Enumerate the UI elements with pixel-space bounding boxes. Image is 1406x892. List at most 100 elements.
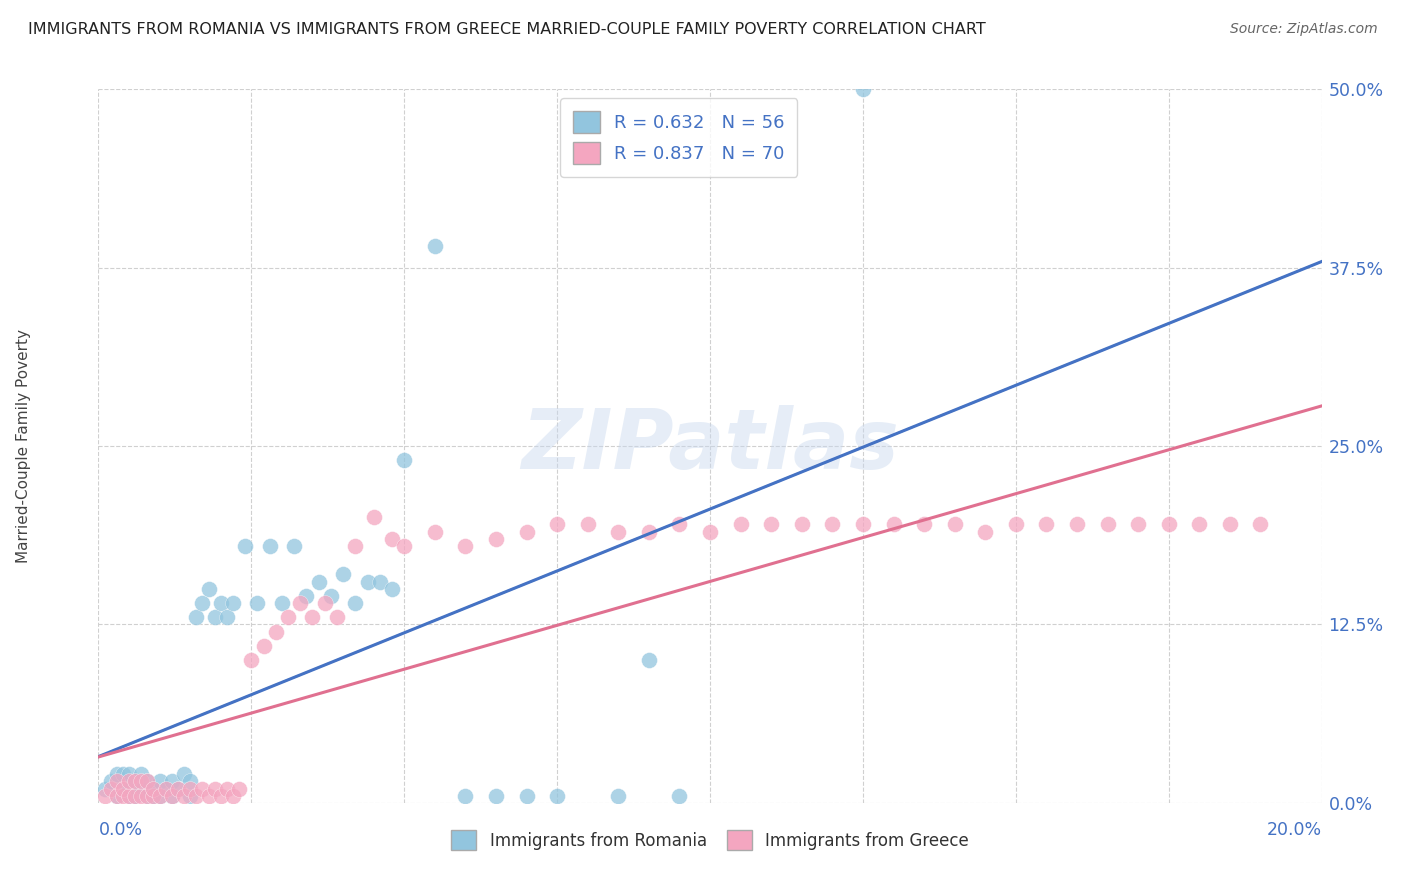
Text: IMMIGRANTS FROM ROMANIA VS IMMIGRANTS FROM GREECE MARRIED-COUPLE FAMILY POVERTY : IMMIGRANTS FROM ROMANIA VS IMMIGRANTS FR… (28, 22, 986, 37)
Point (191, 781, 214, 796)
Point (363, 510, 385, 524)
Legend: Immigrants from Romania, Immigrants from Greece: Immigrants from Romania, Immigrants from… (443, 822, 977, 859)
Point (790, 517, 813, 532)
Point (259, 539, 281, 553)
Point (246, 596, 269, 610)
Point (730, 517, 752, 532)
Point (974, 524, 997, 539)
Text: 20.0%: 20.0% (1267, 821, 1322, 838)
Point (118, 767, 141, 781)
Point (93, 781, 115, 796)
Point (852, 82, 875, 96)
Point (111, 781, 134, 796)
Point (368, 574, 391, 589)
Point (576, 517, 599, 532)
Point (191, 596, 214, 610)
Point (204, 781, 226, 796)
Point (607, 789, 630, 803)
Point (136, 774, 159, 789)
Point (1188, 517, 1211, 532)
Point (136, 789, 159, 803)
Point (197, 582, 219, 596)
Point (240, 653, 263, 667)
Point (332, 567, 354, 582)
Point (381, 582, 404, 596)
Point (1066, 517, 1088, 532)
Point (326, 610, 349, 624)
Point (179, 789, 201, 803)
Text: Source: ZipAtlas.com: Source: ZipAtlas.com (1230, 22, 1378, 37)
Point (215, 610, 238, 624)
Point (668, 517, 690, 532)
Point (129, 767, 152, 781)
Point (124, 774, 146, 789)
Point (883, 517, 905, 532)
Point (118, 781, 141, 796)
Point (1004, 517, 1026, 532)
Point (142, 789, 165, 803)
Point (111, 767, 134, 781)
Point (485, 789, 508, 803)
Point (105, 789, 128, 803)
Point (943, 517, 966, 532)
Point (356, 574, 378, 589)
Point (124, 774, 146, 789)
Point (344, 596, 367, 610)
Point (392, 453, 416, 467)
Point (111, 781, 134, 796)
Text: ZIPatlas: ZIPatlas (522, 406, 898, 486)
Point (136, 789, 159, 803)
Point (204, 610, 226, 624)
Point (124, 789, 146, 803)
Point (423, 239, 446, 253)
Point (546, 789, 568, 803)
Point (173, 767, 195, 781)
Point (173, 789, 195, 803)
Point (233, 539, 256, 553)
Point (118, 789, 141, 803)
Point (142, 781, 165, 796)
Point (290, 596, 312, 610)
Point (270, 596, 292, 610)
Point (111, 789, 134, 803)
Point (516, 524, 538, 539)
Point (179, 774, 201, 789)
Point (423, 524, 446, 539)
Point (222, 789, 245, 803)
Point (1249, 517, 1271, 532)
Point (295, 589, 318, 603)
Point (209, 789, 232, 803)
Point (124, 789, 146, 803)
Point (264, 624, 287, 639)
Point (100, 774, 122, 789)
Point (100, 781, 122, 796)
Point (668, 789, 690, 803)
Point (209, 596, 232, 610)
Point (1035, 517, 1057, 532)
Text: 0.0%: 0.0% (98, 821, 142, 838)
Point (142, 789, 165, 803)
Point (308, 574, 330, 589)
Point (516, 789, 538, 803)
Point (392, 539, 416, 553)
Point (607, 524, 630, 539)
Point (277, 610, 299, 624)
Point (155, 781, 177, 796)
Point (1157, 517, 1180, 532)
Point (699, 524, 721, 539)
Point (546, 517, 568, 532)
Point (129, 774, 152, 789)
Point (215, 781, 238, 796)
Point (142, 781, 165, 796)
Point (118, 789, 141, 803)
Point (1219, 517, 1241, 532)
Point (197, 789, 219, 803)
Point (283, 539, 305, 553)
Point (155, 781, 177, 796)
Point (186, 610, 208, 624)
Point (167, 781, 190, 796)
Point (454, 539, 477, 553)
Point (344, 539, 367, 553)
Point (186, 789, 208, 803)
Point (105, 767, 128, 781)
